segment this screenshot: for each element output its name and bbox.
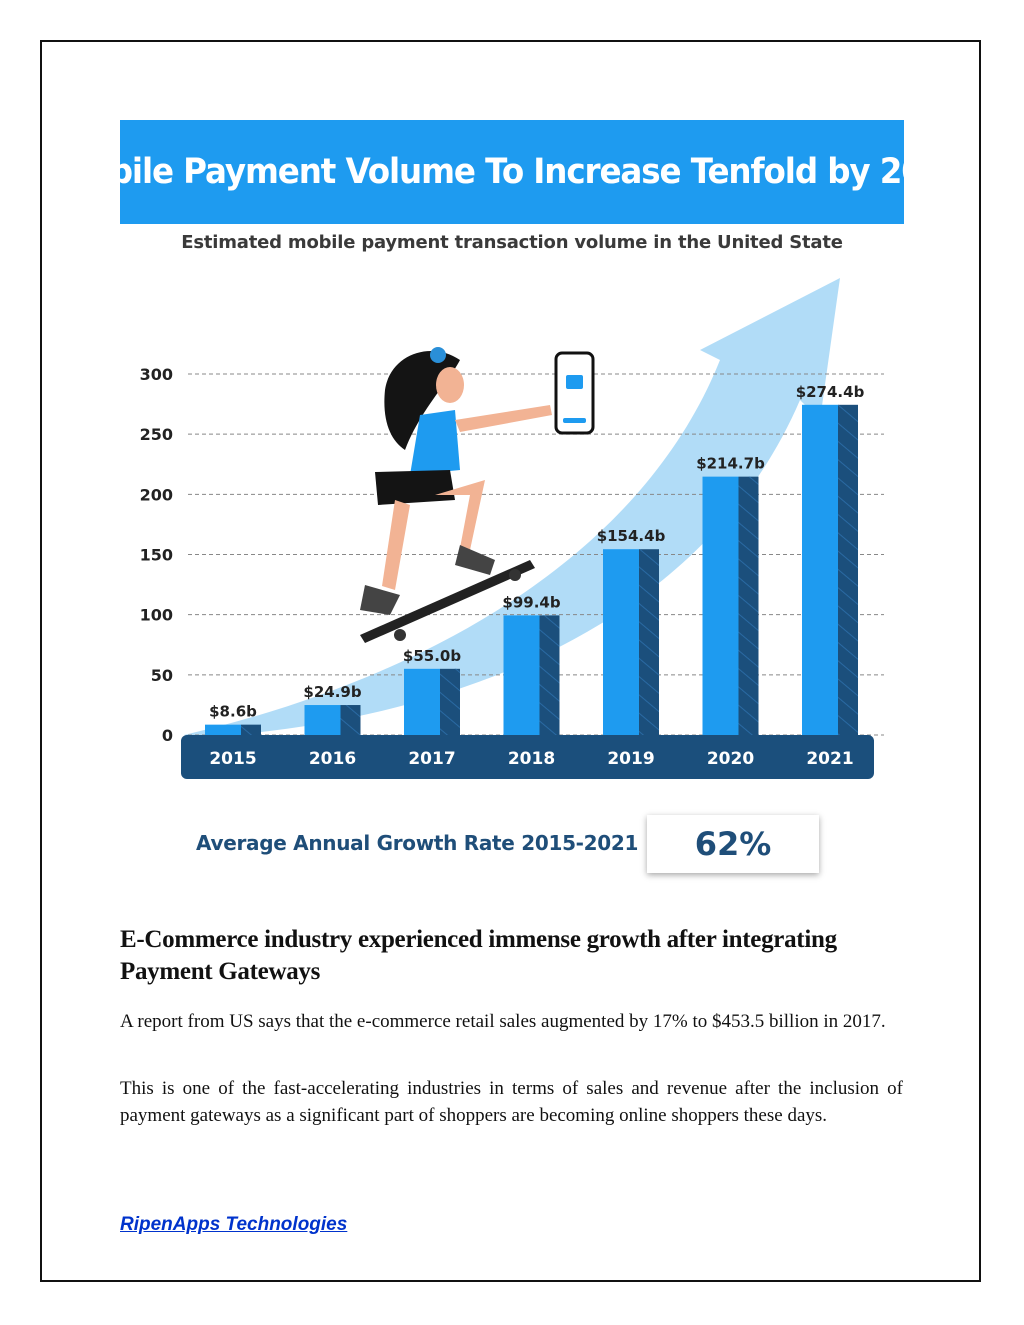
x-tick-label: 2017 (408, 749, 455, 769)
bar-hatch (241, 724, 261, 735)
data-label: $55.0b (403, 647, 461, 665)
bar-hatch (738, 476, 759, 735)
bar (304, 705, 341, 735)
bar (802, 404, 838, 735)
skateboarder-illustration (360, 347, 595, 643)
article-paragraph-1: A report from US says that the e-commerc… (120, 1011, 886, 1032)
growth-rate-box: 62% (647, 815, 819, 873)
growth-rate-label: Average Annual Growth Rate 2015-2021 (196, 831, 639, 855)
chart-subtitle: Estimated mobile payment transaction vol… (181, 232, 843, 253)
banner-title: Mobile Payment Volume To Increase Tenfol… (57, 152, 968, 192)
data-label: $274.4b (796, 383, 865, 401)
article-heading: E-Commerce industry experienced immense … (120, 926, 837, 985)
bar-hatch (340, 705, 361, 735)
growth-rate-value: 62% (694, 825, 772, 863)
bar-hatch (440, 668, 460, 735)
bar-hatch (539, 615, 560, 735)
y-tick-label: 100 (140, 606, 173, 625)
x-tick-label: 2019 (607, 749, 654, 769)
company-link[interactable]: RipenApps Technologies (120, 1214, 348, 1235)
data-label: $154.4b (597, 527, 666, 545)
data-label: $214.7b (696, 455, 765, 473)
y-tick-label: 200 (140, 485, 173, 504)
data-label: $8.6b (209, 703, 257, 721)
x-tick-label: 2021 (806, 749, 853, 769)
y-tick-label: 50 (151, 666, 173, 685)
x-tick-label: 2015 (209, 749, 256, 769)
y-tick-label: 150 (140, 546, 173, 565)
data-label: $99.4b (502, 593, 560, 611)
data-label: $24.9b (303, 683, 361, 701)
bar-chart: 0 50 100 150 200 250 300 $8.6b 2015 $24.9b 2016 $5… (140, 278, 884, 779)
x-axis-band (181, 735, 874, 779)
y-tick-label: 0 (162, 726, 173, 745)
article-paragraph-2: This is one of the fast-accelerating ind… (120, 1078, 903, 1126)
y-tick-label: 300 (140, 365, 173, 384)
bar (503, 615, 540, 735)
y-tick-label: 250 (140, 425, 173, 444)
bar (205, 724, 241, 735)
x-tick-label: 2020 (707, 749, 754, 769)
x-tick-label: 2018 (508, 749, 555, 769)
bar (603, 549, 639, 735)
bar (702, 476, 739, 735)
page-border (40, 40, 981, 1282)
bar-hatch (639, 549, 659, 735)
bar-hatch (838, 404, 858, 735)
bar (404, 668, 440, 735)
x-tick-label: 2016 (309, 749, 356, 769)
infographic-banner: Mobile Payment Volume To Increase Tenfol… (58, 120, 967, 224)
